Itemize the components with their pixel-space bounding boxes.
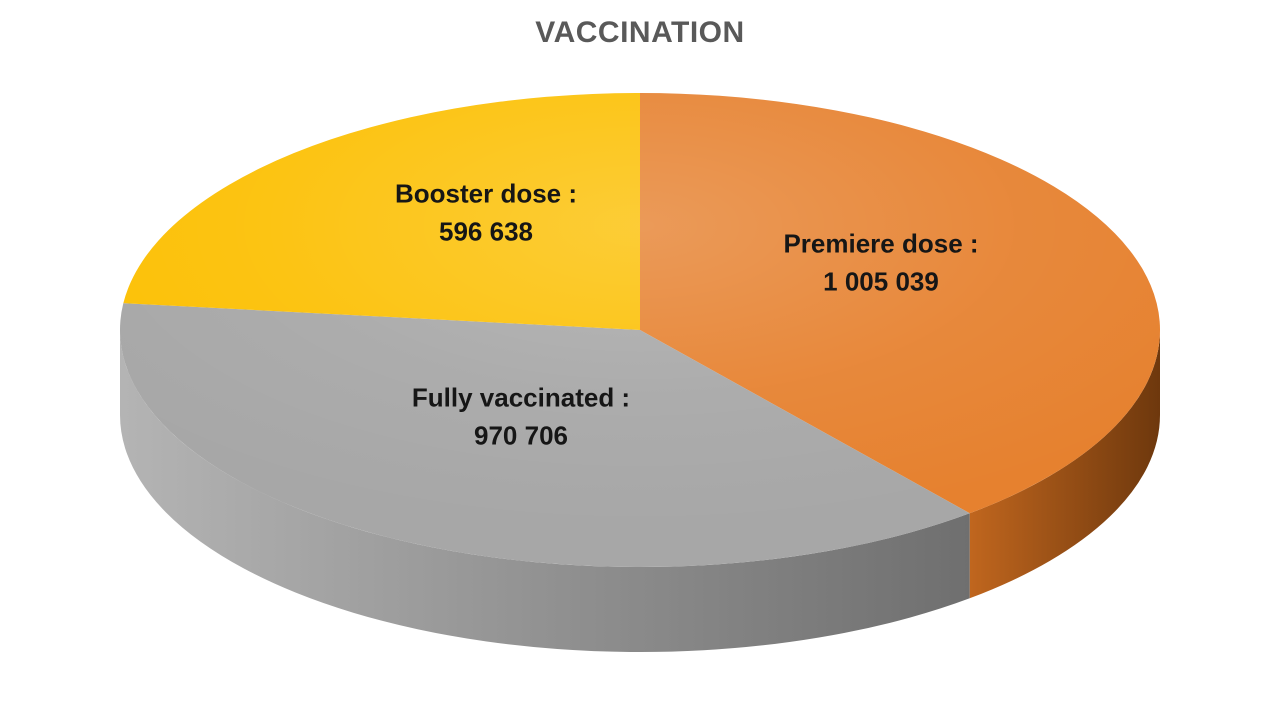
pie-sheen (120, 93, 1160, 567)
chart-title: VACCINATION (535, 16, 745, 49)
pie-slice-side-1 (119, 330, 970, 653)
pie-slice-side-0 (969, 330, 1160, 599)
